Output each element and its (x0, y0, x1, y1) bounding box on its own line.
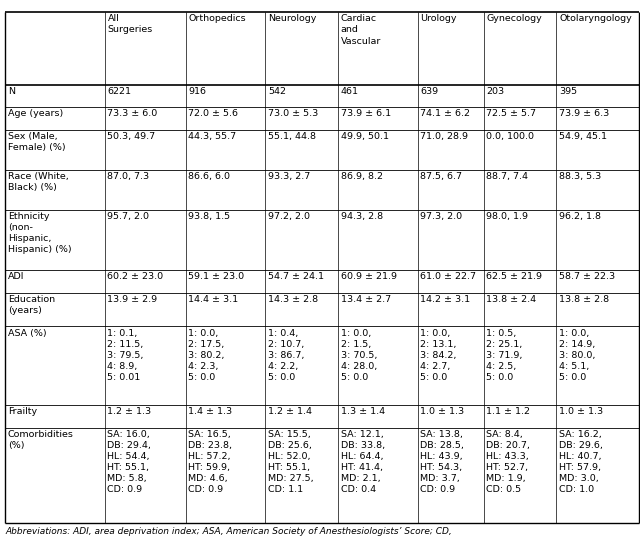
Text: 71.0, 28.9: 71.0, 28.9 (420, 132, 468, 140)
Text: 49.9, 50.1: 49.9, 50.1 (340, 132, 388, 140)
Text: 44.3, 55.7: 44.3, 55.7 (188, 132, 236, 140)
Text: 98.0, 1.9: 98.0, 1.9 (486, 212, 528, 221)
Text: SA: 16.5,
DB: 23.8,
HL: 57.2,
HT: 59.9,
MD: 4.6,
CD: 0.9: SA: 16.5, DB: 23.8, HL: 57.2, HT: 59.9, … (188, 430, 232, 494)
Text: Urology: Urology (420, 14, 457, 23)
Text: 1.2 ± 1.4: 1.2 ± 1.4 (268, 408, 312, 416)
Text: Ethnicity
(non-
Hispanic,
Hispanic) (%): Ethnicity (non- Hispanic, Hispanic) (%) (8, 212, 71, 254)
Text: SA: 8.4,
DB: 20.7,
HL: 43.3,
HT: 52.7,
MD: 1.9,
CD: 0.5: SA: 8.4, DB: 20.7, HL: 43.3, HT: 52.7, M… (486, 430, 530, 494)
Text: 1: 0.0,
2: 1.5,
3: 70.5,
4: 28.0,
5: 0.0: 1: 0.0, 2: 1.5, 3: 70.5, 4: 28.0, 5: 0.0 (340, 328, 377, 382)
Text: 59.1 ± 23.0: 59.1 ± 23.0 (188, 273, 244, 281)
Text: 74.1 ± 6.2: 74.1 ± 6.2 (420, 109, 470, 118)
Text: Neurology: Neurology (268, 14, 316, 23)
Text: 94.3, 2.8: 94.3, 2.8 (340, 212, 383, 221)
Text: SA: 16.2,
DB: 29.6,
HL: 40.7,
HT: 57.9,
MD: 3.0,
CD: 1.0: SA: 16.2, DB: 29.6, HL: 40.7, HT: 57.9, … (559, 430, 603, 494)
Text: 73.9 ± 6.1: 73.9 ± 6.1 (340, 109, 391, 118)
Text: Comorbidities
(%): Comorbidities (%) (8, 430, 74, 450)
Text: SA: 15.5,
DB: 25.6,
HL: 52.0,
HT: 55.1,
MD: 27.5,
CD: 1.1: SA: 15.5, DB: 25.6, HL: 52.0, HT: 55.1, … (268, 430, 314, 494)
Text: 639: 639 (420, 87, 438, 96)
Text: 0.0, 100.0: 0.0, 100.0 (486, 132, 534, 140)
Text: 13.8 ± 2.4: 13.8 ± 2.4 (486, 295, 536, 304)
Text: 14.3 ± 2.8: 14.3 ± 2.8 (268, 295, 318, 304)
Text: 13.9 ± 2.9: 13.9 ± 2.9 (108, 295, 157, 304)
Text: Otolaryngology: Otolaryngology (559, 14, 632, 23)
Text: 1.0 ± 1.3: 1.0 ± 1.3 (559, 408, 603, 416)
Text: 1: 0.5,
2: 25.1,
3: 71.9,
4: 2.5,
5: 0.0: 1: 0.5, 2: 25.1, 3: 71.9, 4: 2.5, 5: 0.0 (486, 328, 523, 382)
Text: All
Surgeries: All Surgeries (108, 14, 153, 34)
Text: 1.2 ± 1.3: 1.2 ± 1.3 (108, 408, 152, 416)
Text: 60.9 ± 21.9: 60.9 ± 21.9 (340, 273, 397, 281)
Text: 395: 395 (559, 87, 577, 96)
Text: 13.4 ± 2.7: 13.4 ± 2.7 (340, 295, 391, 304)
Text: 87.0, 7.3: 87.0, 7.3 (108, 172, 150, 181)
Text: 13.8 ± 2.8: 13.8 ± 2.8 (559, 295, 609, 304)
Text: 1: 0.0,
2: 14.9,
3: 80.0,
4: 5.1,
5: 0.0: 1: 0.0, 2: 14.9, 3: 80.0, 4: 5.1, 5: 0.0 (559, 328, 595, 382)
Text: 54.9, 45.1: 54.9, 45.1 (559, 132, 607, 140)
Text: 97.3, 2.0: 97.3, 2.0 (420, 212, 462, 221)
Text: 55.1, 44.8: 55.1, 44.8 (268, 132, 316, 140)
Text: 542: 542 (268, 87, 286, 96)
Text: 1.0 ± 1.3: 1.0 ± 1.3 (420, 408, 464, 416)
Text: Gynecology: Gynecology (486, 14, 542, 23)
Text: 95.7, 2.0: 95.7, 2.0 (108, 212, 149, 221)
Text: N: N (8, 87, 15, 96)
Text: 1: 0.0,
2: 13.1,
3: 84.2,
4: 2.7,
5: 0.0: 1: 0.0, 2: 13.1, 3: 84.2, 4: 2.7, 5: 0.0 (420, 328, 456, 382)
Text: 93.3, 2.7: 93.3, 2.7 (268, 172, 310, 181)
Text: Abbreviations: ADI, area deprivation index; ASA, American Society of Anesthesiol: Abbreviations: ADI, area deprivation ind… (5, 527, 452, 536)
Text: Education
(years): Education (years) (8, 295, 55, 315)
Text: SA: 16.0,
DB: 29.4,
HL: 54.4,
HT: 55.1,
MD: 5.8,
CD: 0.9: SA: 16.0, DB: 29.4, HL: 54.4, HT: 55.1, … (108, 430, 151, 494)
Text: 60.2 ± 23.0: 60.2 ± 23.0 (108, 273, 164, 281)
Text: 72.5 ± 5.7: 72.5 ± 5.7 (486, 109, 536, 118)
Text: 73.0 ± 5.3: 73.0 ± 5.3 (268, 109, 318, 118)
Text: 73.9 ± 6.3: 73.9 ± 6.3 (559, 109, 609, 118)
Text: 93.8, 1.5: 93.8, 1.5 (188, 212, 230, 221)
Text: 72.0 ± 5.6: 72.0 ± 5.6 (188, 109, 238, 118)
Text: 61.0 ± 22.7: 61.0 ± 22.7 (420, 273, 476, 281)
Text: 96.2, 1.8: 96.2, 1.8 (559, 212, 601, 221)
Text: 461: 461 (340, 87, 358, 96)
Text: Frailty: Frailty (8, 408, 37, 416)
Text: 62.5 ± 21.9: 62.5 ± 21.9 (486, 273, 542, 281)
Text: 54.7 ± 24.1: 54.7 ± 24.1 (268, 273, 324, 281)
Text: 1: 0.1,
2: 11.5,
3: 79.5,
4: 8.9,
5: 0.01: 1: 0.1, 2: 11.5, 3: 79.5, 4: 8.9, 5: 0.0… (108, 328, 144, 382)
Text: 58.7 ± 22.3: 58.7 ± 22.3 (559, 273, 615, 281)
Text: 916: 916 (188, 87, 206, 96)
Text: Orthopedics: Orthopedics (188, 14, 246, 23)
Text: 1: 0.0,
2: 17.5,
3: 80.2,
4: 2.3,
5: 0.0: 1: 0.0, 2: 17.5, 3: 80.2, 4: 2.3, 5: 0.0 (188, 328, 225, 382)
Text: Age (years): Age (years) (8, 109, 63, 118)
Text: 1.1 ± 1.2: 1.1 ± 1.2 (486, 408, 531, 416)
Text: 6221: 6221 (108, 87, 131, 96)
Text: SA: 12.1,
DB: 33.8,
HL: 64.4,
HT: 41.4,
MD: 2.1,
CD: 0.4: SA: 12.1, DB: 33.8, HL: 64.4, HT: 41.4, … (340, 430, 385, 494)
Text: 88.3, 5.3: 88.3, 5.3 (559, 172, 602, 181)
Text: 1.3 ± 1.4: 1.3 ± 1.4 (340, 408, 385, 416)
Text: ASA (%): ASA (%) (8, 328, 46, 338)
Text: 1.4 ± 1.3: 1.4 ± 1.3 (188, 408, 232, 416)
Text: 14.2 ± 3.1: 14.2 ± 3.1 (420, 295, 470, 304)
Text: Cardiac
and
Vascular: Cardiac and Vascular (340, 14, 381, 45)
Text: 1: 0.4,
2: 10.7,
3: 86.7,
4: 2.2,
5: 0.0: 1: 0.4, 2: 10.7, 3: 86.7, 4: 2.2, 5: 0.0 (268, 328, 304, 382)
Text: 87.5, 6.7: 87.5, 6.7 (420, 172, 462, 181)
Text: 86.6, 6.0: 86.6, 6.0 (188, 172, 230, 181)
Text: ADI: ADI (8, 273, 24, 281)
Text: 97.2, 2.0: 97.2, 2.0 (268, 212, 310, 221)
Text: 86.9, 8.2: 86.9, 8.2 (340, 172, 383, 181)
Text: 73.3 ± 6.0: 73.3 ± 6.0 (108, 109, 157, 118)
Text: Sex (Male,
Female) (%): Sex (Male, Female) (%) (8, 132, 65, 152)
Text: SA: 13.8,
DB: 28.5,
HL: 43.9,
HT: 54.3,
MD: 3.7,
CD: 0.9: SA: 13.8, DB: 28.5, HL: 43.9, HT: 54.3, … (420, 430, 464, 494)
Text: Race (White,
Black) (%): Race (White, Black) (%) (8, 172, 68, 192)
Text: 50.3, 49.7: 50.3, 49.7 (108, 132, 156, 140)
Text: 88.7, 7.4: 88.7, 7.4 (486, 172, 528, 181)
Text: 203: 203 (486, 87, 504, 96)
Text: 14.4 ± 3.1: 14.4 ± 3.1 (188, 295, 239, 304)
